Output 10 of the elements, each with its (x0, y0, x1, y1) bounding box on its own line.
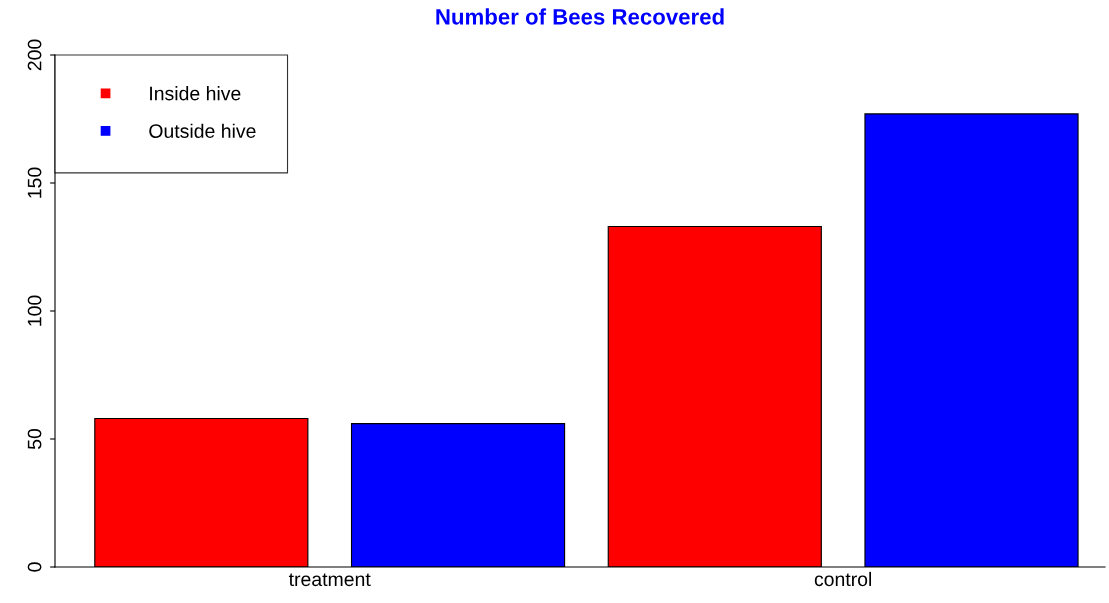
y-tick-label: 0 (27, 562, 42, 572)
y-tick-label: 50 (27, 428, 42, 450)
chart-title: Number of Bees Recovered (436, 8, 724, 25)
y-tick-label: 150 (27, 167, 42, 198)
x-tick-label: control (814, 571, 872, 587)
y-tick-label: 100 (27, 295, 42, 326)
x-tick-label: treatment (288, 573, 371, 587)
legend-label: Outside hive (149, 123, 256, 138)
y-tick-label: 200 (27, 39, 42, 71)
legend-label: Inside hive (150, 86, 241, 101)
